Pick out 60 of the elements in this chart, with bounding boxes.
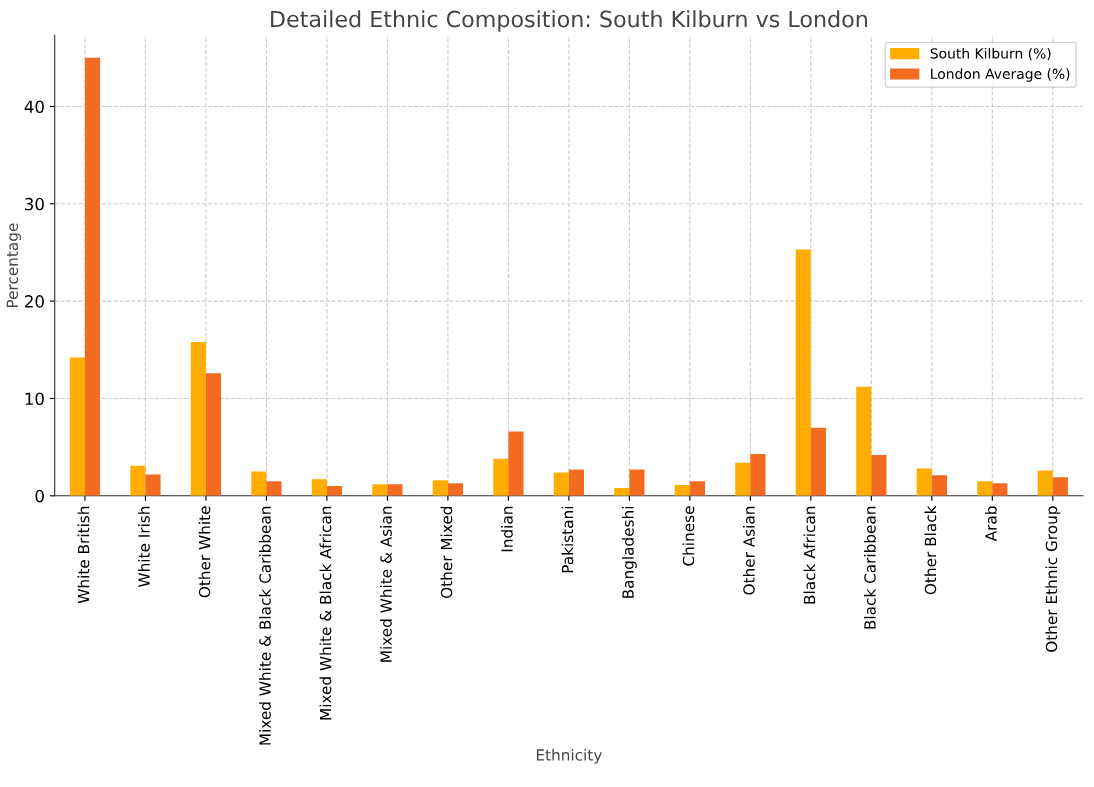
bar xyxy=(856,386,872,496)
y-axis-title: Percentage xyxy=(6,223,21,308)
bar xyxy=(372,484,388,496)
bar xyxy=(69,357,85,496)
bar xyxy=(931,475,947,496)
x-tick-label: Chinese xyxy=(682,506,695,566)
legend-label: London Average (%) xyxy=(931,68,1070,82)
bar xyxy=(205,373,222,496)
bar xyxy=(508,431,524,496)
x-tick-label: Other White xyxy=(198,506,211,598)
bar xyxy=(674,485,690,496)
bar xyxy=(326,486,343,496)
bar xyxy=(1052,477,1068,496)
x-tick-label: Bangladeshi xyxy=(621,506,637,598)
bar xyxy=(311,479,327,496)
x-tick-label: Other Black xyxy=(924,505,937,595)
bar xyxy=(810,427,826,496)
bar xyxy=(130,465,146,496)
x-tick-label: Mixed White & Asian xyxy=(380,506,392,662)
x-tick-label: Other Ethnic Group xyxy=(1045,506,1061,652)
x-tick-label: Mixed White & Black Caribbean xyxy=(259,506,271,745)
bar xyxy=(916,468,932,496)
x-tick-label: Other Mixed xyxy=(440,506,453,598)
bar xyxy=(750,453,766,496)
bar xyxy=(689,481,705,496)
y-tick-label: 40 xyxy=(24,100,44,114)
chart-title: Detailed Ethnic Composition: South Kilburn vs London xyxy=(271,10,867,32)
y-tick-label: 20 xyxy=(24,295,44,308)
bar xyxy=(871,454,887,496)
x-tick-label: Arab xyxy=(984,506,997,542)
legend-label: South Kilburn (%) xyxy=(930,47,1051,61)
bar xyxy=(992,483,1008,496)
bar xyxy=(447,483,464,496)
bar xyxy=(629,469,645,496)
bar xyxy=(493,458,509,496)
bar xyxy=(432,480,448,496)
bar xyxy=(387,484,403,496)
bar xyxy=(190,342,206,496)
x-tick-label: Other Asian xyxy=(742,506,755,595)
bar xyxy=(84,57,101,496)
x-tick-label: Mixed White & Black African xyxy=(319,506,332,720)
x-tick-label: White Irish xyxy=(138,506,150,587)
y-tick-label: 10 xyxy=(25,392,44,406)
bar xyxy=(1037,470,1053,496)
x-tick-label: Pakistani xyxy=(561,506,574,573)
x-tick-label: Black Caribbean xyxy=(863,506,876,629)
x-tick-label: Indian xyxy=(501,506,513,552)
bar xyxy=(977,481,993,496)
x-tick-label: Black African xyxy=(803,506,816,604)
bar xyxy=(266,481,282,496)
y-tick-label: 30 xyxy=(25,197,44,211)
x-tick-label: White British xyxy=(77,506,90,604)
bar xyxy=(735,462,751,496)
bar xyxy=(553,472,569,496)
bar xyxy=(145,474,161,496)
bar xyxy=(795,249,811,496)
x-axis-title: Ethnicity xyxy=(536,748,602,764)
bar xyxy=(568,469,584,496)
y-tick-label: 0 xyxy=(35,489,44,503)
bar xyxy=(251,471,267,496)
